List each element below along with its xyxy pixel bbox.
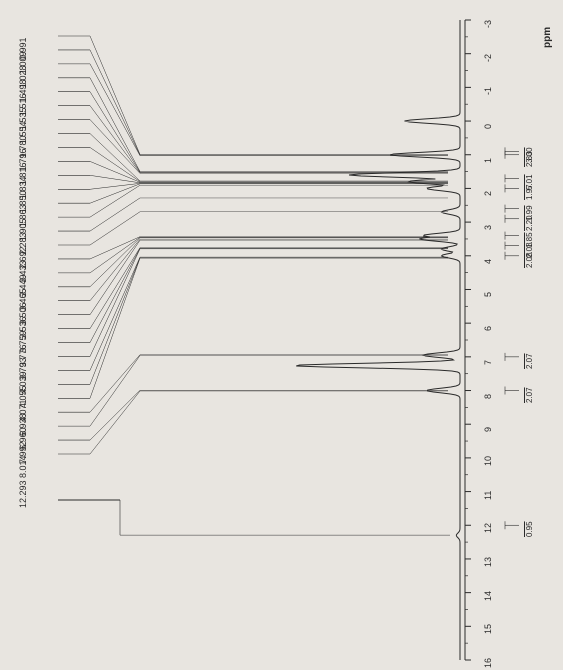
axis-tick-label: -3: [483, 20, 493, 28]
axis-tick-label: 15: [483, 624, 493, 634]
axis-tick-label: 0: [483, 124, 493, 129]
nmr-plot-svg: [0, 0, 563, 670]
integral-label: 2.07: [525, 387, 534, 403]
integral-label: 5.01: [525, 175, 534, 191]
integral-label: 2.07: [525, 353, 534, 369]
axis-tick-label: 16: [483, 658, 493, 668]
integral-label: 3.00: [525, 148, 534, 164]
axis-tick-label: 12: [483, 523, 493, 533]
axis-tick-label: 1: [483, 158, 493, 163]
axis-tick-label: 14: [483, 591, 493, 601]
integral-label: 0.95: [525, 522, 534, 538]
axis-tick-label: 3: [483, 225, 493, 230]
peak-label: 8.014: [18, 455, 28, 478]
axis-tick-label: 6: [483, 326, 493, 331]
axis-tick-label: 13: [483, 557, 493, 567]
axis-tick-label: -2: [483, 54, 493, 62]
axis-tick-label: 7: [483, 360, 493, 365]
integral-label: 1.85: [525, 232, 534, 248]
axis-tick-label: 8: [483, 394, 493, 399]
axis-tick-label: 10: [483, 456, 493, 466]
isolated-peak-label: 12.293: [18, 480, 28, 508]
integral-label: 1.99: [525, 205, 534, 221]
axis-unit-label: ppm: [542, 27, 553, 48]
nmr-spectrum-page: 0.9911.0091.0281.4981.5161.5351.5541.780…: [0, 0, 563, 670]
axis-tick-label: 9: [483, 427, 493, 432]
axis-tick-label: 2: [483, 191, 493, 196]
axis-tick-label: 4: [483, 259, 493, 264]
axis-tick-label: 5: [483, 292, 493, 297]
axis-tick-label: -1: [483, 87, 493, 95]
axis-tick-label: 11: [483, 490, 493, 499]
